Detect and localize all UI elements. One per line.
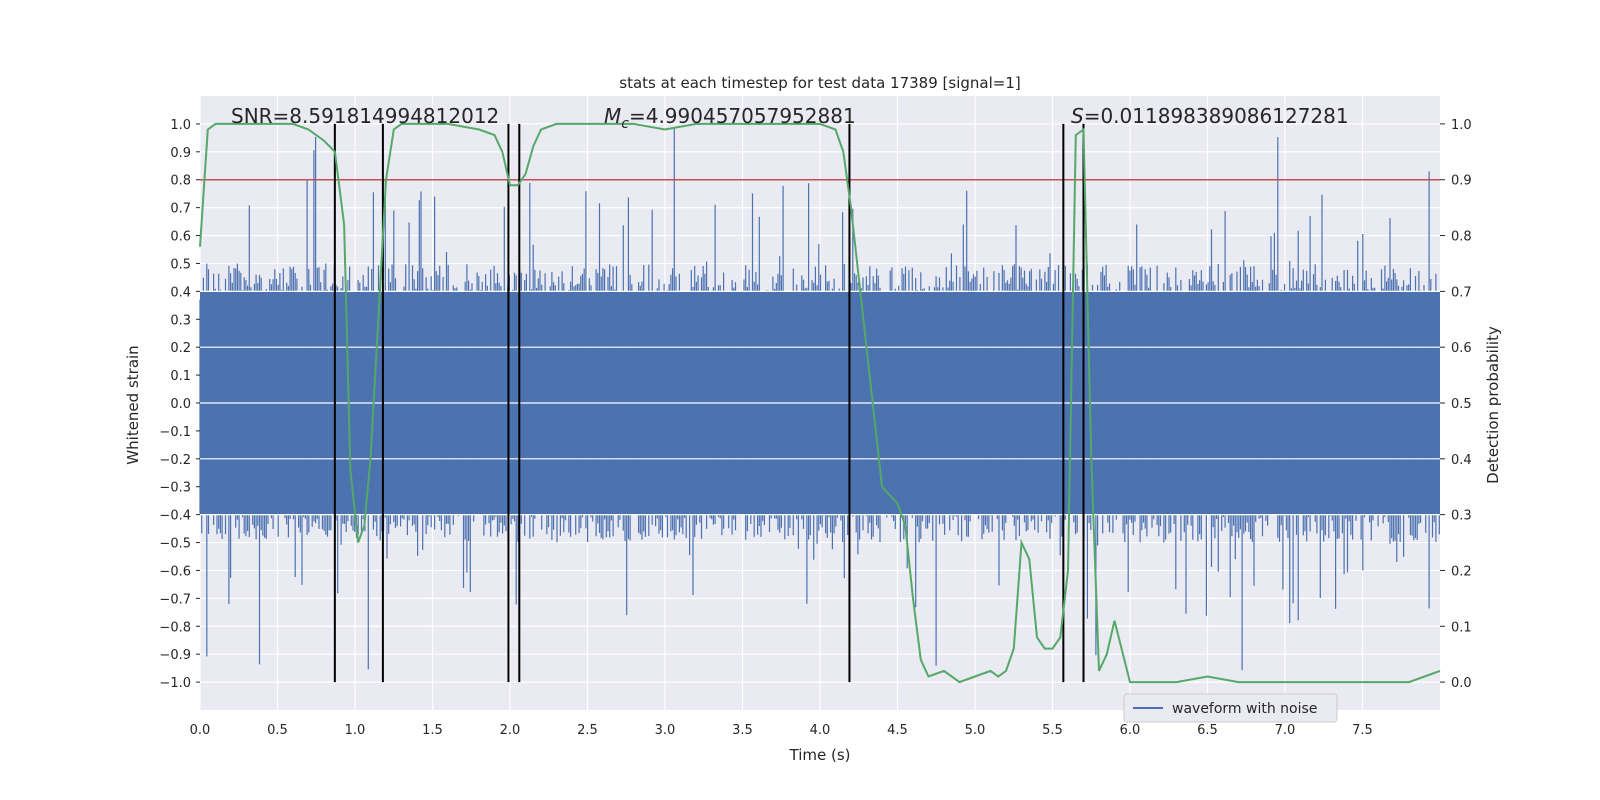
y-left-tick-label: 0.6: [170, 230, 191, 245]
y-right-tick-label: 0.0: [1451, 676, 1472, 691]
y-left-tick-label: 0.8: [170, 174, 191, 189]
y-right-axis-label: Detection probability: [1484, 326, 1502, 484]
y-right-tick-label: 0.6: [1451, 341, 1472, 356]
x-tick-label: 7.0: [1275, 723, 1296, 738]
s-annotation: S=0.011898389086127281: [1071, 104, 1349, 128]
mc-symbol: M: [604, 104, 621, 128]
x-tick-label: 5.5: [1042, 723, 1063, 738]
y-left-tick-label: −1.0: [159, 676, 191, 691]
x-tick-label: 3.5: [732, 723, 753, 738]
x-tick-label: 4.5: [887, 723, 908, 738]
y-right-tick-label: 0.9: [1451, 174, 1472, 189]
mc-value: =4.990457057952881: [629, 104, 856, 128]
x-tick-label: 5.0: [965, 723, 986, 738]
y-left-tick-label: −0.7: [159, 592, 191, 607]
y-right-tick-label: 0.1: [1451, 620, 1472, 635]
x-tick-label: 1.0: [345, 723, 366, 738]
x-tick-label: 3.0: [655, 723, 676, 738]
y-left-tick-label: 0.0: [170, 397, 191, 412]
y-left-tick-label: 0.4: [170, 285, 191, 300]
x-tick-label: 4.0: [810, 723, 831, 738]
y-right-tick-label: 1.0: [1451, 118, 1472, 133]
x-tick-label: 6.0: [1120, 723, 1141, 738]
x-tick-label: 0.5: [267, 723, 288, 738]
s-symbol: S: [1071, 104, 1084, 128]
grid-overlay: [200, 290, 1440, 516]
y-left-axis-label: Whitened strain: [124, 345, 142, 464]
y-left-tick-label: −0.3: [159, 481, 191, 496]
legend: waveform with noise: [1123, 693, 1338, 723]
y-left-tick-label: −0.4: [159, 509, 191, 524]
x-tick-labels: 0.0 0.5 1.0 1.5 2.0 2.5 3.0 3.5 4.0 4.5 5.0 5.5 6.0 6…: [190, 723, 1373, 738]
y-left-tick-labels: 1.0 0.9 0.8 0.7 0.6 0.5 0.4 0.3 0.2 0.1 0.0 −0.1 −0.…: [159, 118, 200, 691]
y-left-tick-label: −0.2: [159, 453, 191, 468]
y-right-tick-labels: 1.0 0.9 0.8 0.7 0.6 0.5 0.4 0.3 0.2 0.1 0.0: [1440, 118, 1472, 691]
y-left-tick-label: −0.6: [159, 564, 191, 579]
legend-entry: waveform with noise: [1172, 701, 1317, 717]
y-left-tick-label: 0.7: [170, 202, 191, 217]
detection-probability-line: [199, 122, 1441, 684]
y-left-tick-label: 0.5: [170, 257, 191, 272]
y-left-tick-label: 0.3: [170, 313, 191, 328]
y-left-tick-label: 1.0: [170, 118, 191, 133]
y-right-tick-label: 0.5: [1451, 397, 1472, 412]
x-tick-label: 1.5: [422, 723, 443, 738]
x-tick-label: 0.0: [190, 723, 211, 738]
y-left-tick-label: 0.1: [170, 369, 191, 384]
y-right-tick-label: 0.3: [1451, 509, 1472, 524]
y-left-tick-label: 0.2: [170, 341, 191, 356]
snr-annotation: SNR=8.591814994812012: [231, 104, 499, 128]
y-left-tick-label: −0.8: [159, 620, 191, 635]
x-tick-label: 6.5: [1197, 723, 1218, 738]
y-right-tick-label: 0.4: [1451, 453, 1472, 468]
mc-subscript: c: [621, 116, 629, 132]
y-right-tick-label: 0.2: [1451, 564, 1472, 579]
x-tick-label: 2.0: [500, 723, 521, 738]
y-right-tick-label: 0.8: [1451, 230, 1472, 245]
legend-box: [1123, 693, 1338, 723]
x-tick-label: 2.5: [577, 723, 598, 738]
y-left-tick-label: −0.1: [159, 425, 191, 440]
x-tick-label: 7.5: [1352, 723, 1373, 738]
mc-annotation: Mc=4.990457057952881: [604, 104, 856, 132]
y-left-tick-label: −0.9: [159, 648, 191, 663]
y-left-tick-label: −0.5: [159, 537, 191, 552]
y-right-tick-label: 0.7: [1451, 285, 1472, 300]
y-left-tick-label: 0.9: [170, 146, 191, 161]
vertical-lines: [333, 123, 1085, 683]
x-axis-label: Time (s): [789, 746, 851, 764]
chart-title: stats at each timestep for test data 173…: [619, 74, 1020, 92]
s-value: =0.011898389086127281: [1084, 104, 1349, 128]
